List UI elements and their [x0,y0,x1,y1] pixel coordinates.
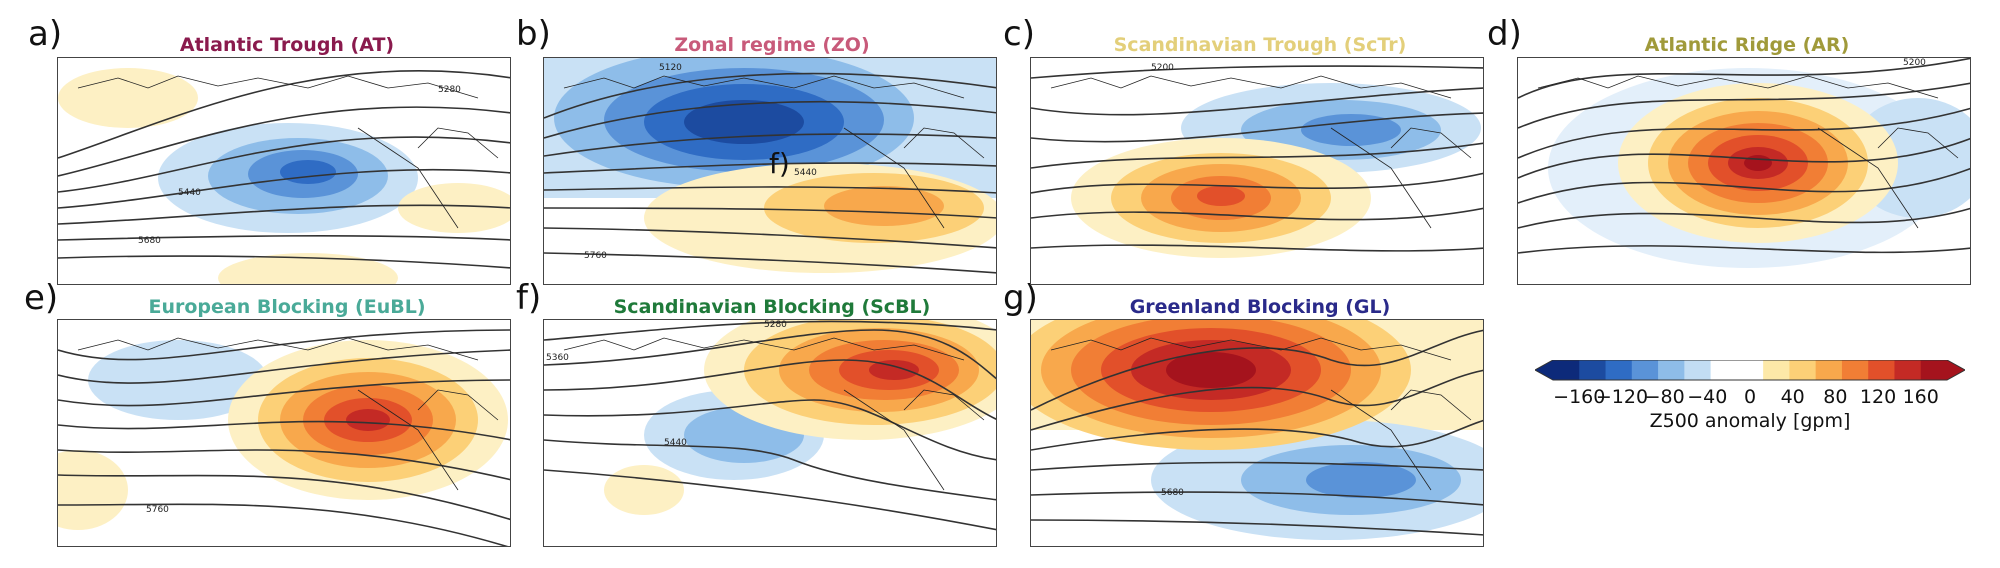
contour-label: 5120 [659,63,682,73]
colorbar-segment [1763,360,1790,380]
panel-title-d: Atlantic Ridge (AR) [1644,34,1850,56]
colorbar-tick-label: −120 [1595,386,1649,408]
panel-letter-a: a) [28,14,63,54]
colorbar-segment [1789,360,1817,380]
contour-label: 5440 [178,188,201,198]
panel-letter-d: d) [1487,14,1522,54]
colorbar-tick-label: −160 [1553,386,1606,408]
contour-label: 5680 [1161,488,1184,498]
map-panel-c: 5200 [1030,57,1484,285]
colorbar-segment [1920,360,1948,380]
colorbar-segment [1631,360,1659,380]
panel-letter-f: f) [516,278,542,318]
map-panel-d: 5200 [1517,57,1971,285]
colorbar-tick-label: 80 [1823,386,1848,408]
colorbar-segment [1579,360,1607,380]
contour-label: 5200 [1903,58,1926,68]
panel-letter-b: b) [516,14,551,54]
colorbar-label: Z500 anomaly [gpm] [1649,410,1851,432]
contour-label: 5680 [138,236,161,246]
map-panel-f: 5280 5360 5440 [543,319,997,547]
colorbar [1533,359,1967,440]
colorbar-segment [1815,360,1843,380]
contour-label: 5280 [764,320,787,330]
colorbar-segment [1894,360,1922,380]
contour-label: 5760 [146,505,169,515]
map-panel-g: 5680 [1030,319,1484,547]
contour-label: 5440 [794,168,817,178]
panel-letter-c: c) [1003,14,1035,54]
contour-label: 5760 [584,251,607,261]
panel-title-f: Scandinavian Blocking (ScBL) [613,296,931,318]
colorbar-tick-label: 120 [1859,386,1897,408]
colorbar-tick-label: 160 [1902,386,1939,408]
contour-label: 5360 [546,353,569,363]
panel-title-b: Zonal regime (ZO) [674,34,870,56]
colorbar-extend-min [1535,360,1553,380]
colorbar-tick-label: −80 [1644,386,1685,408]
colorbar-segment [1684,360,1712,380]
map-panel-b: 5120 5440 5760 f) [543,57,997,285]
colorbar-tick-label: 40 [1780,386,1805,408]
panel-title-g: Greenland Blocking (GL) [1129,296,1391,318]
contour-label: 5200 [1151,63,1174,73]
panel-title-a: Atlantic Trough (AT) [179,34,395,56]
colorbar-segment [1710,360,1738,380]
map-panel-e: 5760 [57,319,511,547]
colorbar-segment [1658,360,1685,380]
colorbar-segment [1736,360,1764,380]
panel-title-c: Scandinavian Trough (ScTr) [1113,34,1407,56]
colorbar-tick-label: −40 [1687,386,1728,408]
colorbar-tick-label: 0 [1743,386,1757,408]
map-panel-a: 5280 5440 5680 [57,57,511,285]
colorbar-segment [1605,360,1633,380]
contour-label: 5440 [664,438,687,448]
overlay-label: f) [769,147,790,180]
colorbar-extend-max [1947,360,1965,380]
colorbar-segment [1868,360,1895,380]
colorbar-segment [1841,360,1869,380]
contour-label: 5280 [438,85,461,95]
panel-title-e: European Blocking (EuBL) [148,296,426,318]
colorbar-segment [1553,360,1580,380]
panel-letter-e: e) [24,278,59,318]
